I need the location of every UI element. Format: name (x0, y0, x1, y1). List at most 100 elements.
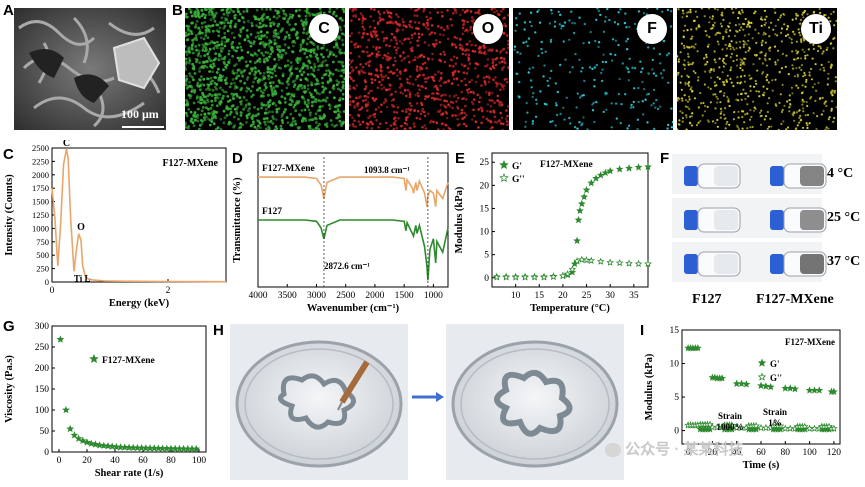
eds-dot (276, 32, 280, 35)
eds-dot (317, 127, 321, 130)
eds-dot (474, 67, 477, 70)
eds-dot (760, 24, 763, 27)
eds-dot (221, 88, 224, 92)
eds-dot (474, 62, 478, 65)
eds-dot (330, 123, 334, 127)
eds-dot (393, 71, 396, 75)
eds-dot (653, 127, 656, 130)
element-badge: Ti (801, 14, 831, 44)
eds-dot (303, 100, 307, 104)
eds-dot (685, 128, 688, 130)
eds-dot (469, 10, 473, 13)
eds-dot (287, 46, 291, 49)
eds-dot (327, 55, 330, 58)
eds-dot (286, 59, 290, 63)
eds-dot (771, 89, 774, 92)
eds-dot (777, 128, 780, 130)
eds-dot (755, 53, 758, 57)
eds-dot (425, 66, 428, 70)
eds-dot (746, 103, 749, 106)
eds-dot (786, 126, 790, 129)
eds-dot (232, 97, 235, 100)
eds-dot (378, 46, 381, 49)
eds-dot (408, 60, 411, 64)
eds-dot (677, 73, 679, 76)
eds-dot (781, 83, 784, 86)
eds-dot (393, 110, 396, 114)
eds-dot (480, 121, 483, 125)
eds-dot (737, 128, 741, 130)
eds-dot (801, 126, 805, 129)
eds-dot (687, 11, 690, 14)
eds-dot (480, 84, 483, 87)
spectrum-line (51, 148, 227, 283)
eds-dot (636, 118, 640, 122)
eds-dot (818, 97, 822, 100)
eds-dot (677, 128, 679, 130)
eds-dot (409, 75, 412, 78)
eds-dot (320, 46, 324, 50)
eds-dot (772, 28, 775, 31)
eds-dot (304, 77, 308, 81)
data-point (582, 185, 591, 194)
eds-dot (432, 97, 436, 100)
eds-dot (331, 72, 335, 76)
eds-dot (341, 97, 345, 101)
eds-dot (210, 65, 214, 69)
y-tick-label: 10 (670, 360, 680, 370)
eds-dot (423, 77, 427, 80)
data-point (805, 386, 814, 394)
eds-dot (364, 98, 368, 102)
eds-dot (705, 53, 708, 56)
eds-dot (804, 114, 807, 117)
eds-dot (226, 13, 230, 17)
eds-dot (714, 61, 717, 64)
eds-dot (780, 40, 783, 43)
y-tick-label: 15 (670, 326, 680, 336)
eds-dot (705, 34, 708, 37)
eds-dot (680, 97, 684, 100)
y-tick-label: 10 (480, 228, 490, 238)
eds-dot (324, 123, 327, 127)
eds-dot (355, 96, 358, 100)
data-point (592, 174, 600, 182)
eds-dot (747, 39, 750, 42)
eds-dot (342, 110, 345, 113)
data-point (634, 163, 643, 171)
eds-dot (286, 64, 290, 67)
eds-dot (688, 98, 691, 101)
eds-dot (576, 92, 579, 95)
eds-dot (233, 25, 237, 28)
eds-dot (262, 117, 266, 121)
eds-dot (295, 87, 299, 91)
eds-dot (233, 86, 237, 90)
eds-dot (830, 107, 833, 110)
eds-dot (196, 113, 199, 117)
eds-dot (418, 88, 421, 92)
x-tick-label: 20 (82, 456, 92, 466)
eds-dot (272, 22, 276, 26)
eds-dot (690, 37, 693, 40)
eds-dot (795, 127, 798, 130)
eds-dot (378, 80, 381, 84)
eds-dot (354, 125, 358, 128)
ftir-line-0 (258, 176, 449, 207)
eds-dot (744, 113, 747, 116)
eds-dot (202, 37, 206, 41)
eds-dot (608, 18, 611, 22)
eds-dot (744, 97, 747, 101)
eds-dot (245, 121, 248, 124)
eds-dot (703, 110, 707, 113)
eds-dot (760, 114, 763, 117)
eds-dot (697, 106, 700, 109)
eds-dot (235, 107, 239, 111)
eds-dot (722, 18, 725, 21)
data-point (781, 384, 790, 392)
eds-dot (499, 111, 502, 115)
eds-dot (188, 57, 191, 60)
eds-dot (408, 126, 412, 130)
eds-dot (535, 102, 538, 106)
eds-dot (765, 64, 769, 67)
eds-dot (298, 114, 302, 117)
y-tick-label: 100 (35, 406, 50, 416)
